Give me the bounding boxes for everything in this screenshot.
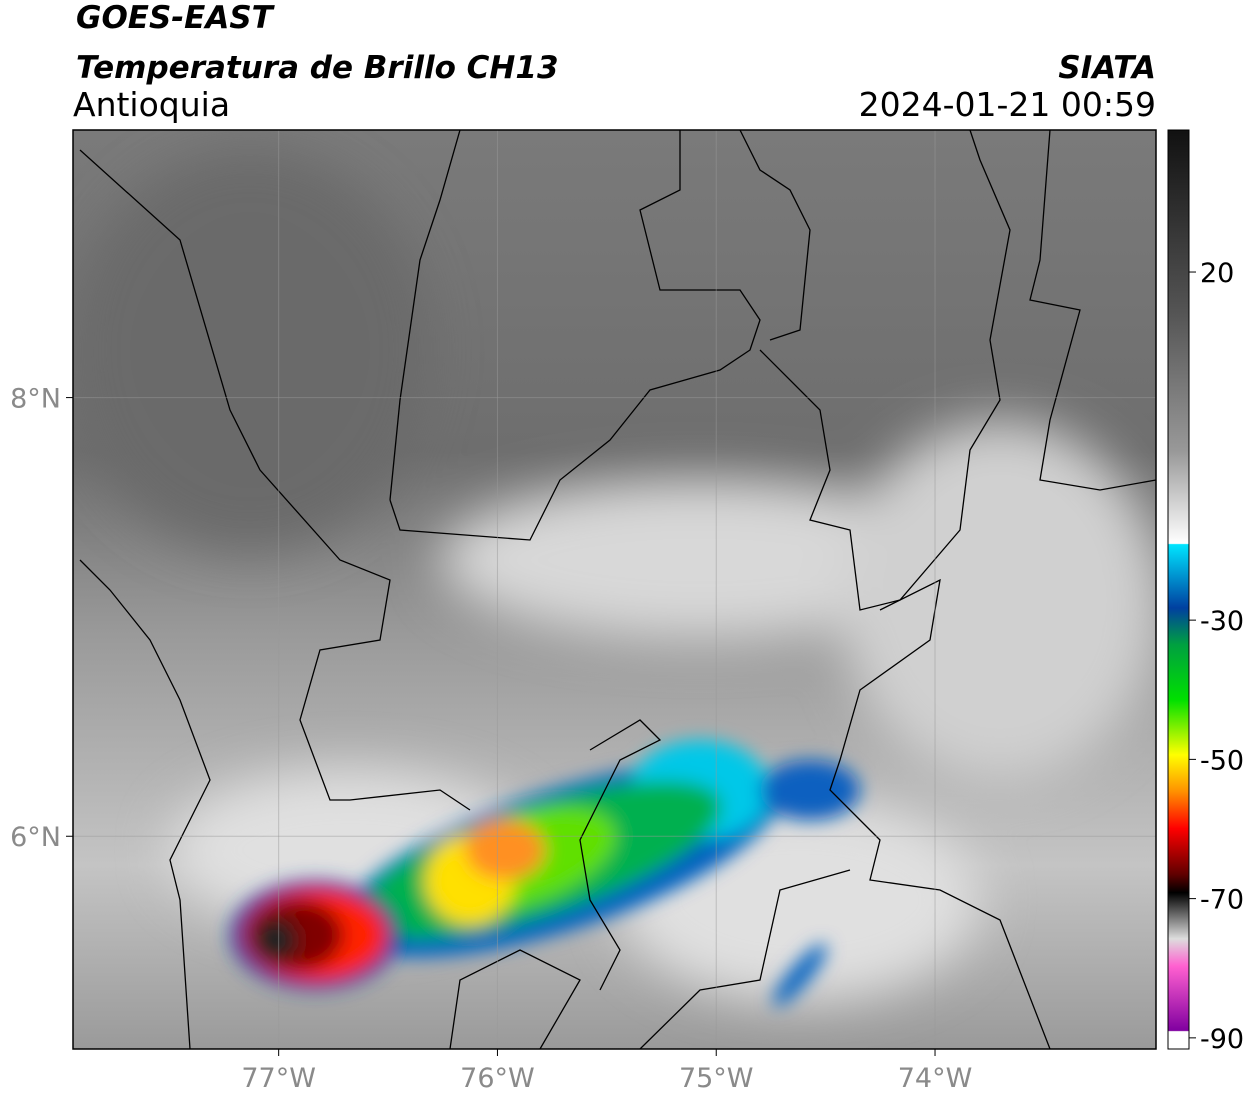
- subtitle: Temperatura de Brillo CH13: [76, 50, 559, 86]
- datetime: 2024-01-21 00:59: [859, 85, 1156, 124]
- x-tick-label: 75°W: [679, 1063, 754, 1094]
- colorbar-tick-label: -30: [1200, 606, 1244, 637]
- x-tick-label: 77°W: [241, 1063, 316, 1094]
- title: GOES-EAST: [76, 0, 276, 36]
- colorbar-tick-label: 20: [1200, 258, 1234, 289]
- y-tick-label: 6°N: [10, 822, 61, 853]
- satellite-image: [73, 130, 1156, 1049]
- x-tick-label: 74°W: [898, 1063, 973, 1094]
- x-tick-label: 76°W: [460, 1063, 535, 1094]
- y-tick-label: 8°N: [10, 384, 61, 415]
- colorbar-tick-label: -50: [1200, 745, 1244, 776]
- region: Antioquia: [73, 85, 230, 124]
- colorbar-tick-label: -90: [1200, 1024, 1244, 1055]
- colorbar: [1167, 129, 1190, 1050]
- source: SIATA: [1058, 50, 1156, 86]
- colorbar-tick-label: -70: [1200, 885, 1244, 916]
- grid: [73, 130, 1156, 1049]
- map-frame: [72, 129, 1157, 1050]
